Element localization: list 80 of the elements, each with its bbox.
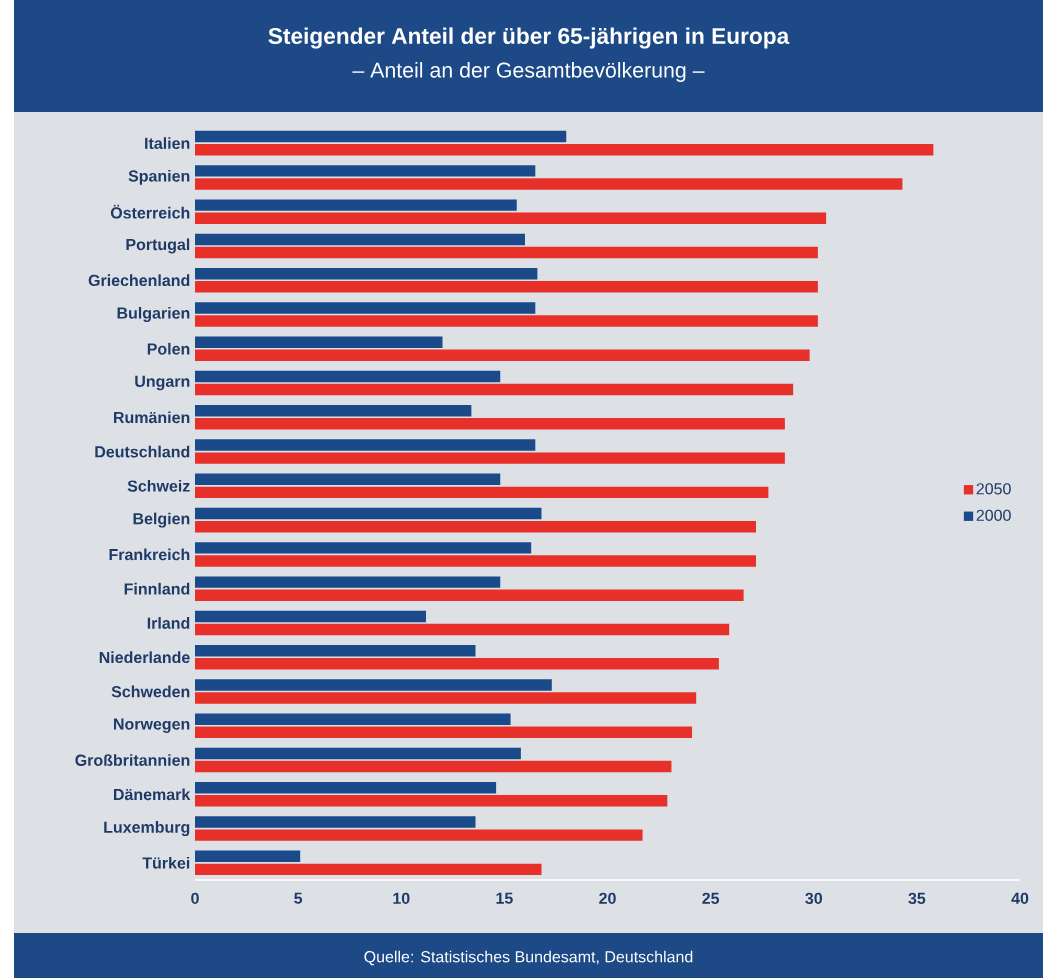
bar bbox=[195, 576, 501, 588]
bar bbox=[195, 816, 476, 828]
y-tick-label: Großbritannien bbox=[75, 754, 190, 766]
y-tick-label: Ungarn bbox=[135, 375, 190, 391]
bar bbox=[195, 383, 794, 396]
bar bbox=[195, 315, 818, 327]
bar bbox=[195, 143, 934, 156]
bar bbox=[195, 405, 472, 417]
bar bbox=[195, 199, 517, 211]
y-tick-label: Deutschland bbox=[95, 445, 190, 458]
y-tick-label: Dänemark bbox=[113, 788, 191, 801]
chart-subtitle: – Anteil an der Gesamtbevölkerung – bbox=[352, 62, 705, 82]
bar bbox=[195, 795, 668, 807]
bar bbox=[195, 336, 443, 348]
bar bbox=[195, 281, 818, 293]
y-tick-label: Frankreich bbox=[109, 548, 190, 561]
y-tick-label: Rumänien bbox=[114, 411, 190, 424]
x-tick-label: 15 bbox=[496, 892, 513, 904]
y-tick-label: Finnland bbox=[124, 582, 190, 595]
y-tick-label: Belgien bbox=[133, 512, 190, 528]
bar bbox=[195, 863, 542, 876]
bar bbox=[195, 439, 536, 451]
y-tick-label: Bulgarien bbox=[117, 307, 190, 322]
bar bbox=[195, 644, 476, 657]
bar bbox=[195, 542, 532, 554]
x-tick-label: 30 bbox=[805, 892, 822, 905]
bar bbox=[195, 212, 827, 224]
bar bbox=[195, 623, 730, 636]
bar bbox=[195, 658, 719, 670]
bar bbox=[195, 302, 536, 314]
bar bbox=[195, 692, 697, 704]
y-tick-label: Irland bbox=[147, 617, 190, 629]
bar bbox=[195, 165, 536, 177]
bar bbox=[195, 782, 497, 794]
y-tick-label: Portugal bbox=[126, 238, 190, 254]
chart-title: Steigender Anteil der über 65-jährigen in Europa bbox=[268, 27, 790, 49]
bar bbox=[195, 829, 643, 841]
legend-label: 2050 bbox=[976, 483, 1011, 495]
bar bbox=[195, 589, 744, 601]
bar bbox=[195, 178, 903, 190]
x-tick-label: 25 bbox=[702, 892, 720, 905]
bar bbox=[195, 726, 693, 739]
bar bbox=[195, 520, 756, 533]
bar bbox=[195, 747, 521, 760]
bar bbox=[195, 418, 785, 430]
bar bbox=[195, 679, 552, 691]
x-tick-label: 10 bbox=[393, 892, 410, 905]
y-tick-label: Türkei bbox=[142, 856, 190, 869]
bar bbox=[195, 850, 301, 863]
y-tick-label: Norwegen bbox=[114, 718, 190, 733]
y-tick-label: Schweden bbox=[111, 685, 190, 698]
bar bbox=[195, 452, 785, 464]
y-tick-label: Niederlande bbox=[99, 651, 190, 664]
y-tick-label: Österreich bbox=[110, 204, 190, 219]
bar bbox=[195, 555, 756, 567]
bar bbox=[195, 713, 511, 725]
x-tick-label: 0 bbox=[191, 892, 199, 905]
legend-label: 2000 bbox=[976, 509, 1011, 521]
x-tick-label: 5 bbox=[294, 892, 303, 904]
bar bbox=[195, 246, 818, 259]
source-note: Quelle: Statistisches Bundesamt, Deutschland bbox=[364, 950, 693, 966]
y-tick-label: Italien bbox=[145, 137, 190, 149]
bar bbox=[195, 267, 538, 280]
bar bbox=[195, 349, 810, 362]
x-tick-label: 35 bbox=[908, 892, 926, 905]
y-tick-label: Luxemburg bbox=[104, 821, 190, 837]
x-tick-label: 40 bbox=[1011, 892, 1029, 905]
bar bbox=[195, 473, 501, 486]
bar bbox=[195, 130, 567, 143]
y-tick-label: Spanien bbox=[128, 169, 190, 185]
bar bbox=[195, 486, 769, 499]
bar bbox=[195, 507, 542, 520]
y-tick-label: Schweiz bbox=[127, 479, 190, 492]
bar bbox=[195, 370, 501, 383]
y-tick-label: Griechenland bbox=[88, 274, 190, 287]
bar bbox=[195, 233, 526, 246]
y-tick-label: Polen bbox=[147, 342, 190, 355]
bar bbox=[195, 610, 426, 623]
bar bbox=[195, 760, 672, 773]
x-tick-label: 20 bbox=[599, 892, 616, 905]
